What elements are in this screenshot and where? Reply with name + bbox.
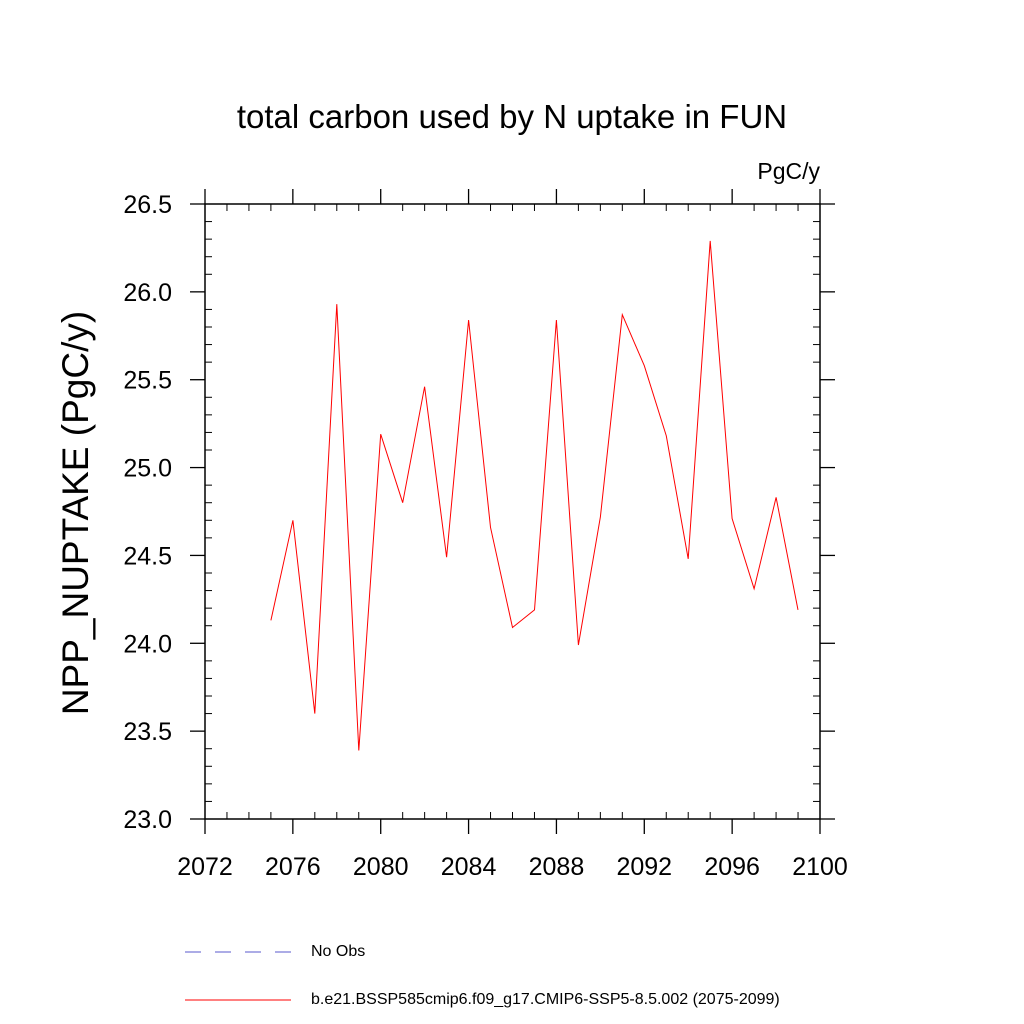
- legend-label: No Obs: [311, 943, 366, 960]
- y-tick-label: 25.5: [123, 367, 172, 395]
- units-label: PgC/y: [757, 158, 820, 184]
- y-tick-label: 26.0: [123, 279, 172, 307]
- y-tick-label: 26.5: [123, 191, 172, 219]
- x-tick-label: 2084: [441, 853, 497, 881]
- legend-label: b.e21.BSSP585cmip6.f09_g17.CMIP6-SSP5-8.…: [311, 991, 780, 1008]
- legend-item-no-obs: No Obs: [183, 940, 365, 964]
- tick-labels: 2072 2076 2080 2084 2088 2092 2096 2100 23.0 23.5…: [123, 191, 847, 881]
- plot-frame: [204, 203, 821, 820]
- x-tick-label: 2072: [177, 853, 233, 881]
- y-tick-label: 24.0: [123, 630, 172, 658]
- x-tick-label: 2076: [265, 853, 321, 881]
- x-tick-label: 2080: [353, 853, 409, 881]
- y-tick-label: 23.0: [123, 806, 172, 834]
- y-tick-label: 23.5: [123, 718, 172, 746]
- legend-item-series: b.e21.BSSP585cmip6.f09_g17.CMIP6-SSP5-8.…: [183, 988, 780, 1012]
- x-tick-label: 2096: [704, 853, 760, 881]
- x-tick-label: 2092: [616, 853, 672, 881]
- chart-title: total carbon used by N uptake in FUN: [236, 98, 788, 135]
- y-tick-label: 25.0: [123, 455, 172, 483]
- series-layer: [270, 240, 799, 751]
- x-tick-label: 2100: [792, 853, 848, 881]
- x-tick-label: 2088: [529, 853, 585, 881]
- axis-ticks: [190, 189, 835, 834]
- y-tick-label: 24.5: [123, 542, 172, 570]
- series-line: [270, 240, 799, 751]
- legend-swatch-dashed: [185, 951, 291, 953]
- legend-swatch-solid: [185, 999, 291, 1001]
